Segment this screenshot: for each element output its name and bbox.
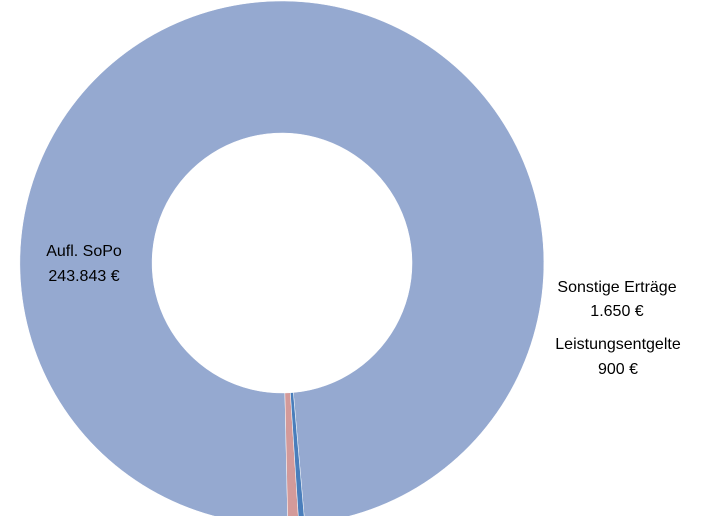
slice-aufl-sopo [19,0,545,516]
slice-label-value-leistungsentgelte: 900 € [598,361,638,378]
slice-leistungsentgelte [290,392,305,516]
donut-slices [19,0,545,516]
slice-label-value-sonstige-ertraege: 1.650 € [590,303,643,320]
slice-label-name-sonstige-ertraege: Sonstige Erträge [557,279,676,296]
slice-label-name-aufl-sopo: Aufl. SoPo [46,243,122,260]
slice-label-value-aufl-sopo: 243.843 € [48,268,119,285]
slice-label-name-leistungsentgelte: Leistungsentgelte [555,336,681,353]
